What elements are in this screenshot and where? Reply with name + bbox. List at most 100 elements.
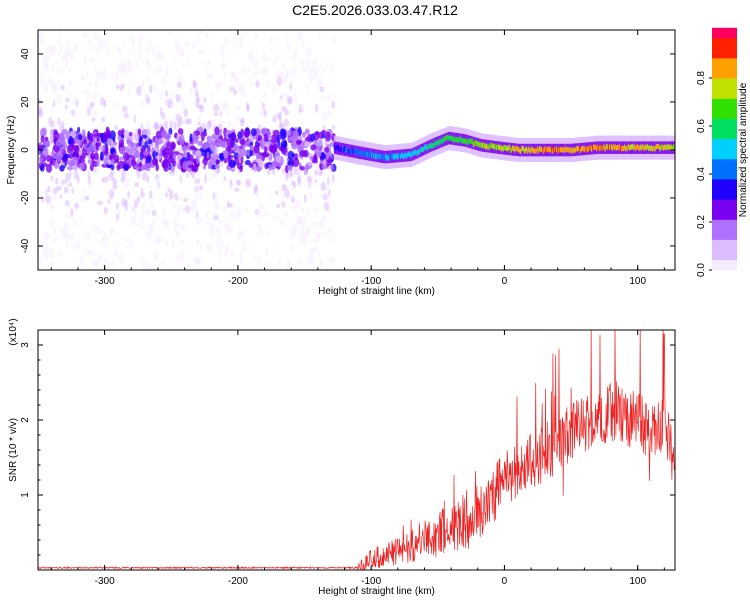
signal-core	[551, 147, 553, 153]
signal-core	[564, 147, 566, 153]
signal-core	[624, 144, 626, 150]
signal-core	[345, 147, 347, 154]
noise-blob	[104, 256, 108, 265]
band-blob	[296, 139, 301, 146]
signal-core	[504, 145, 507, 151]
signal-core	[414, 150, 416, 156]
noise-blob	[183, 108, 189, 118]
signal-core	[526, 148, 529, 154]
signal-core	[343, 147, 345, 153]
noise-blob	[58, 30, 63, 35]
noise-blob	[93, 259, 99, 269]
noise-blob	[283, 118, 290, 128]
colorbar-swatch	[712, 243, 737, 246]
signal-core	[615, 145, 618, 151]
snr-panel: -300 -200 -100 0 100 1 2 3 Height of straight li…	[8, 318, 676, 597]
noise-blob	[65, 172, 71, 182]
signal-core	[456, 136, 458, 142]
band-blob	[237, 153, 242, 161]
noise-blob	[60, 179, 67, 185]
signal-core	[673, 143, 675, 150]
noise-blob	[91, 259, 95, 268]
noise-blob	[256, 208, 261, 216]
noise-blob	[219, 258, 222, 264]
band-blob	[160, 129, 168, 138]
noise-blob	[178, 196, 182, 201]
noise-blob	[163, 120, 169, 131]
signal-core	[528, 146, 531, 152]
noise-blob	[304, 46, 310, 54]
noise-blob	[279, 217, 285, 225]
signal-core	[546, 146, 549, 152]
signal-core	[618, 145, 620, 151]
signal-core	[495, 144, 497, 150]
colorbar-label: Normalized spectral amplitude	[738, 82, 749, 217]
signal-core	[550, 147, 552, 153]
noise-blob	[89, 105, 94, 110]
band-blob	[215, 159, 220, 165]
noise-blob	[303, 194, 307, 203]
noise-blob	[181, 99, 184, 110]
band-blob	[42, 147, 49, 158]
noise-blob	[66, 212, 69, 218]
signal-core	[667, 144, 670, 150]
colorbar-swatch	[712, 207, 737, 210]
noise-blob	[240, 119, 245, 127]
x-tick-label: -200	[228, 276, 248, 287]
colorbar-swatch	[712, 154, 737, 158]
noise-blob	[220, 239, 224, 249]
noise-blob	[99, 34, 102, 44]
signal-core	[394, 153, 397, 159]
x-axis-label: Height of straight line (km)	[318, 286, 435, 297]
band-blob	[112, 141, 118, 146]
band-blob	[182, 144, 187, 155]
signal-core	[490, 143, 493, 149]
band-blob	[276, 134, 281, 140]
noise-blob	[254, 32, 260, 39]
signal-core	[574, 148, 577, 154]
signal-core	[656, 144, 659, 150]
colorbar-swatch	[712, 265, 737, 269]
noise-blob	[223, 204, 227, 214]
signal-core	[527, 147, 530, 153]
signal-core	[599, 145, 602, 151]
colorbar-swatch	[712, 160, 737, 164]
noise-blob	[209, 90, 214, 100]
colorbar-swatch	[712, 37, 737, 41]
colorbar-swatch	[712, 106, 737, 109]
noise-blob	[113, 101, 118, 108]
band-blob	[123, 152, 130, 161]
signal-core	[601, 145, 604, 151]
colorbar-swatch	[712, 231, 737, 234]
noise-blob	[182, 197, 188, 203]
noise-blob	[262, 91, 267, 100]
signal-core	[556, 148, 559, 154]
noise-blob	[283, 90, 287, 99]
signal-core	[579, 146, 581, 152]
noise-blob	[290, 68, 297, 77]
noise-blob	[81, 76, 85, 82]
band-blob	[129, 136, 134, 141]
band-blob	[60, 145, 64, 150]
noise-blob	[161, 207, 166, 218]
noise-blob	[70, 207, 74, 218]
band-blob	[322, 159, 327, 166]
signal-core	[666, 144, 669, 150]
noise-blob	[67, 47, 72, 56]
noise-blob	[181, 62, 185, 68]
noise-blob	[223, 176, 226, 182]
noise-blob	[208, 73, 212, 81]
band-blob	[53, 131, 60, 141]
noise-blob	[249, 83, 255, 88]
noise-blob	[108, 227, 115, 236]
colorbar-swatch	[712, 102, 737, 105]
noise-blob	[262, 52, 267, 62]
noise-blob	[331, 256, 335, 263]
noise-blob	[179, 174, 182, 183]
band-blob	[38, 145, 43, 150]
noise-blob	[148, 225, 154, 234]
noise-blob	[276, 55, 282, 60]
signal-core	[497, 143, 499, 149]
colorbar-swatch	[712, 229, 737, 232]
colorbar-swatch	[712, 86, 737, 89]
